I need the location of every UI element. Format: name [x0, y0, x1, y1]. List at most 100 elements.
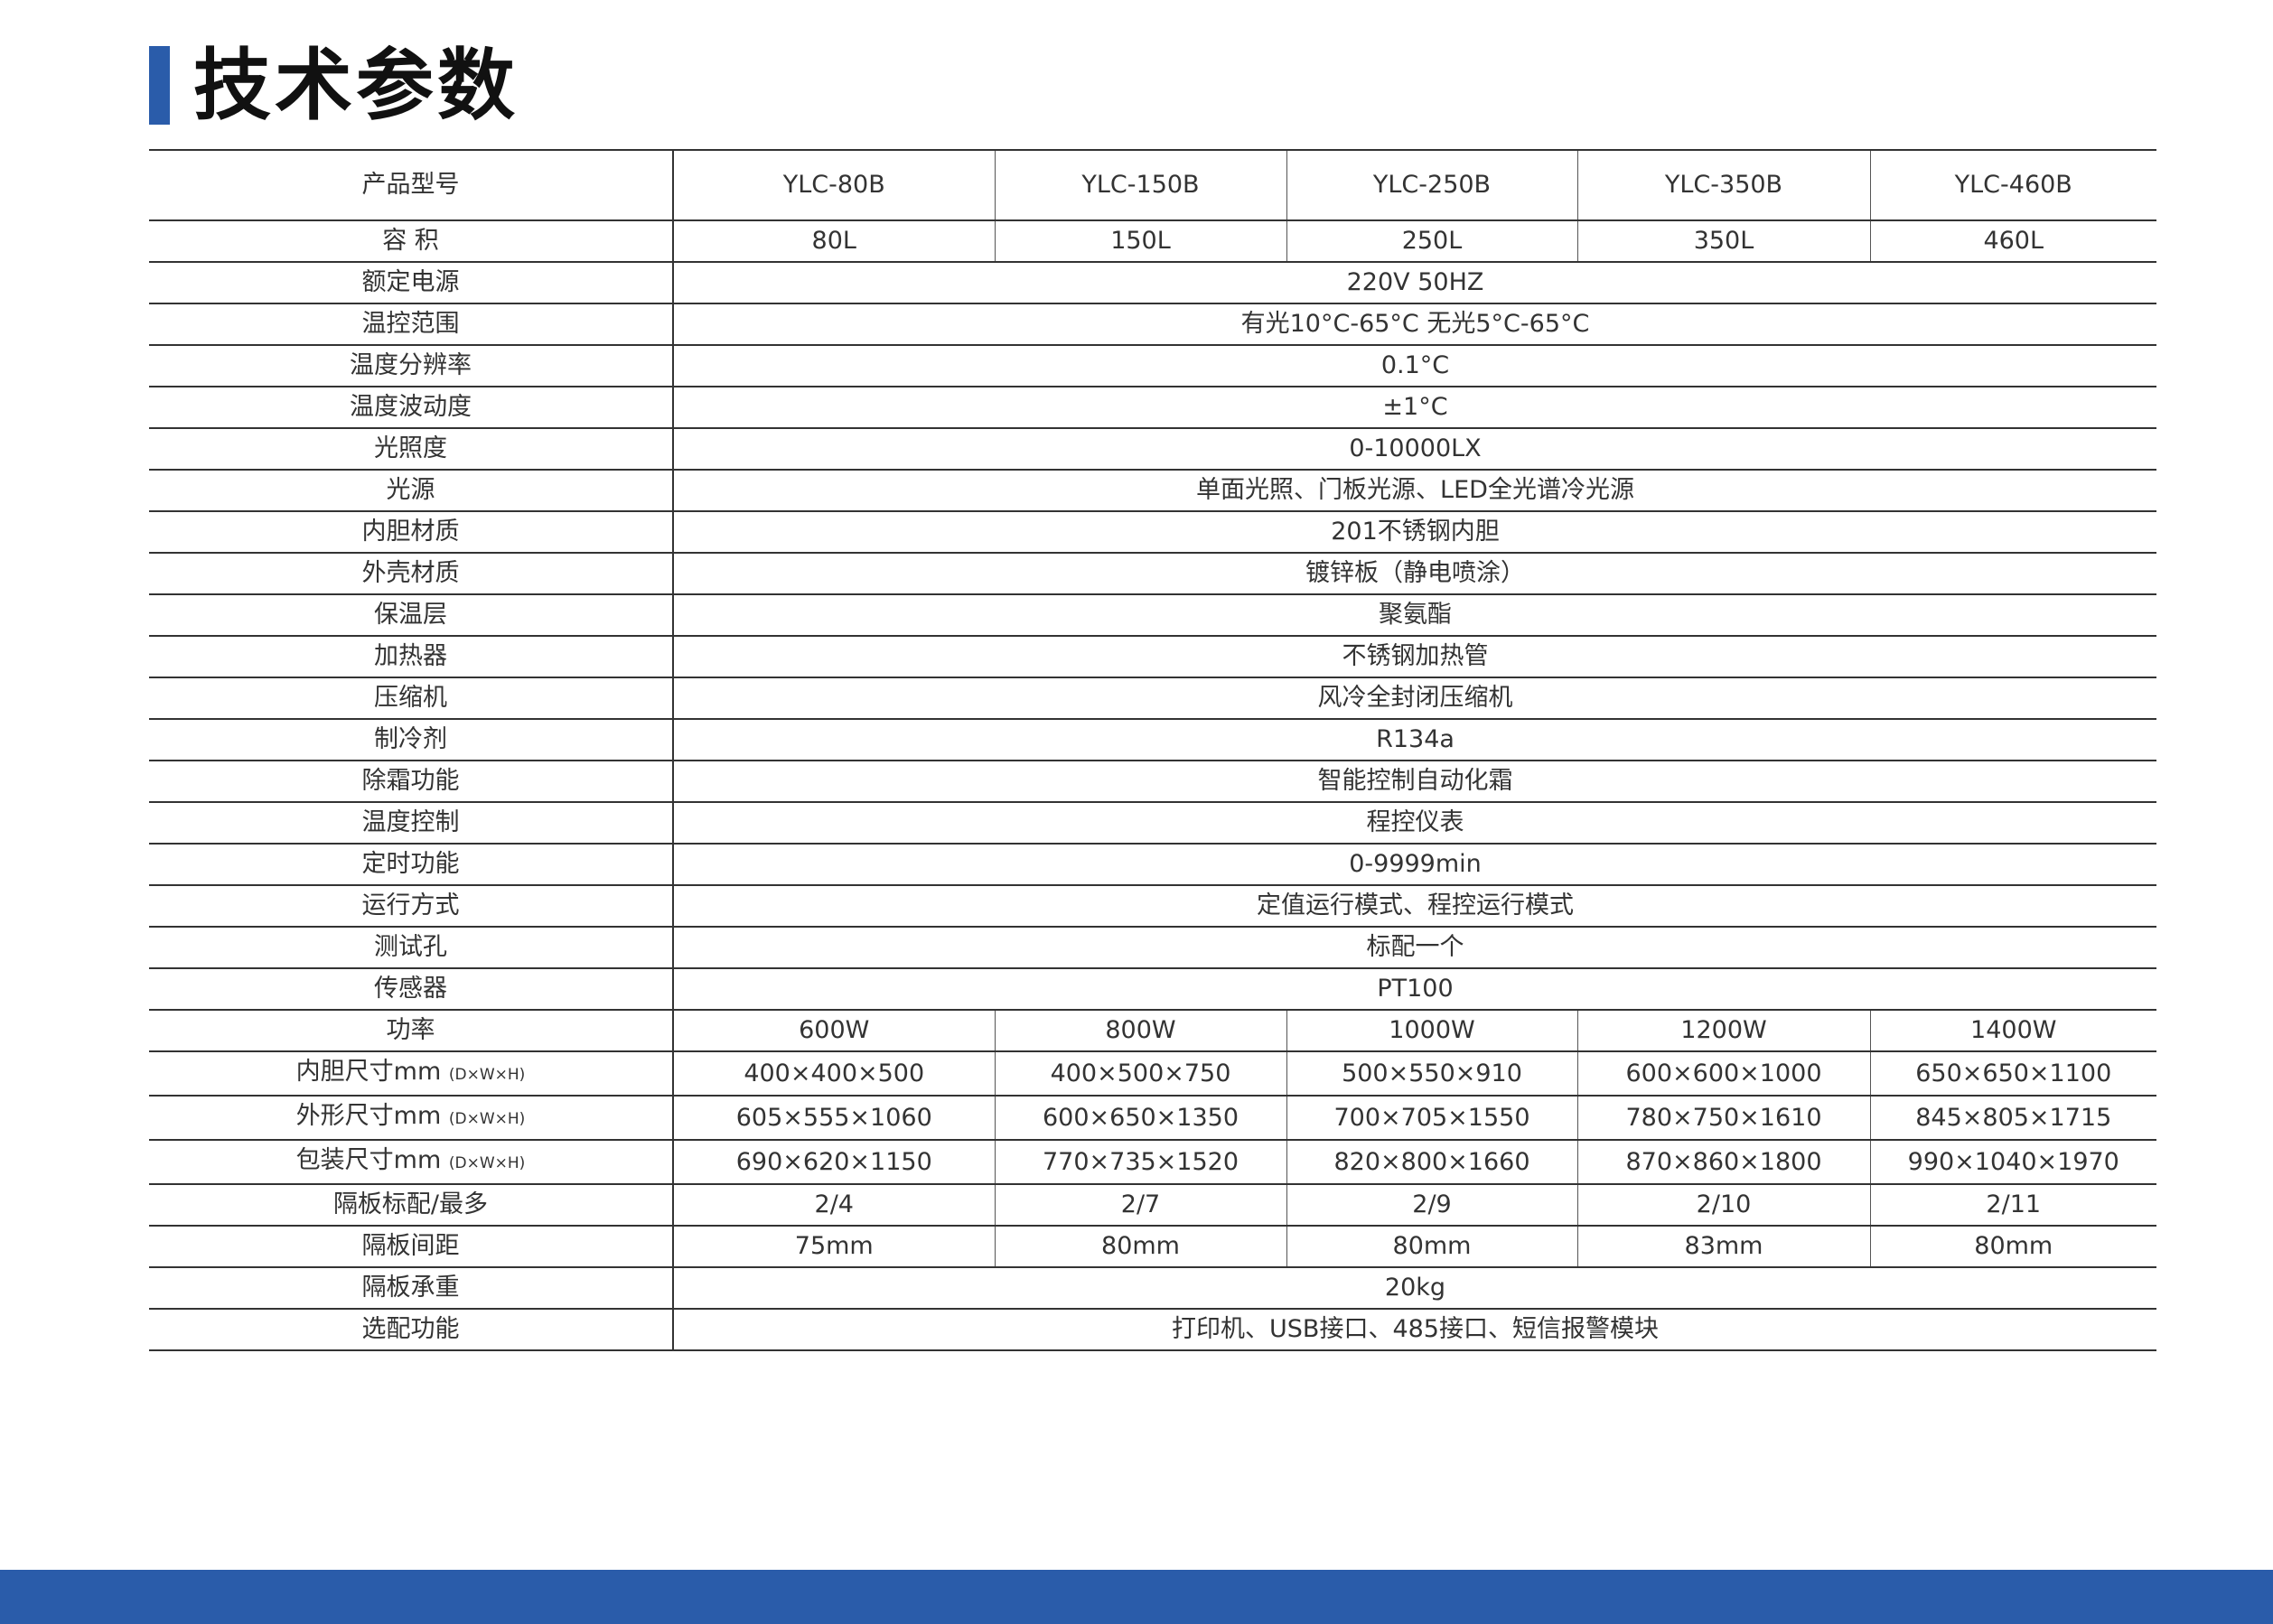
row-label-text: 传感器 — [374, 975, 447, 1003]
row-label: 温度波动度 — [149, 386, 674, 429]
row-label-text: 隔板承重 — [361, 1274, 460, 1302]
shared-value-cell: 程控仪表 — [673, 801, 2156, 845]
row-label: 温度分辨率 — [149, 344, 674, 387]
row-label-text: 内胆尺寸mm — [295, 1058, 442, 1086]
shared-value-cell-text: 定值运行模式、程控运行模式 — [1257, 891, 1574, 919]
model-header-cell: YLC-250B — [1286, 149, 1577, 221]
value-cell: 2/4 — [673, 1183, 995, 1227]
row-label: 内胆材质 — [149, 510, 674, 554]
value-cell-text: 2/9 — [1412, 1190, 1452, 1218]
value-cell-text: 605×555×1060 — [735, 1103, 932, 1132]
value-cell: 600×650×1350 — [994, 1095, 1286, 1141]
row-label: 选配功能 — [149, 1308, 674, 1351]
table-row: 内胆材质 201不锈钢内胆 — [149, 510, 2156, 554]
shared-value-cell-text: 不锈钢加热管 — [1342, 642, 1489, 670]
value-cell-text: 1000W — [1389, 1016, 1475, 1044]
shared-value-cell: 定值运行模式、程控运行模式 — [673, 884, 2156, 928]
table-row: 包装尺寸mm (D×W×H) 690×620×1150 770×735×1520 82… — [149, 1139, 2156, 1185]
value-cell-text: 845×805×1715 — [1915, 1103, 2112, 1132]
shared-value-cell-text: 0.1°C — [1380, 351, 1450, 379]
value-cell-text: 80mm — [1974, 1232, 2053, 1260]
row-label: 额定电源 — [149, 261, 674, 304]
table-row: 容 积 80L 150L 250L 350L 460L — [149, 219, 2156, 263]
shared-value-cell-text: 单面光照、门板光源、LED全光谱冷光源 — [1196, 476, 1634, 504]
row-label-text: 容 积 — [382, 227, 439, 255]
row-label-text: 测试孔 — [374, 933, 447, 961]
row-label-text: 除霜功能 — [361, 767, 460, 795]
dimension-order-note: (D×W×H) — [448, 1154, 526, 1172]
table-row: 制冷剂 R134a — [149, 718, 2156, 761]
table-row: 选配功能 打印机、USB接口、485接口、短信报警模块 — [149, 1308, 2156, 1351]
value-cell-text: 400×500×750 — [1050, 1059, 1231, 1087]
shared-value-cell-text: 0-9999min — [1349, 850, 1482, 878]
row-label-text: 温度分辨率 — [350, 351, 472, 379]
model-header-cell-text: YLC-460B — [1954, 171, 2072, 199]
value-cell: 1400W — [1869, 1009, 2156, 1052]
value-cell-text: 350L — [1693, 227, 1754, 255]
table-row: 光源 单面光照、门板光源、LED全光谱冷光源 — [149, 469, 2156, 512]
value-cell-text: 1200W — [1680, 1016, 1767, 1044]
value-cell: 605×555×1060 — [673, 1095, 995, 1141]
row-label: 压缩机 — [149, 677, 674, 720]
row-label: 外形尺寸mm (D×W×H) — [149, 1095, 674, 1141]
shared-value-cell: 201不锈钢内胆 — [673, 510, 2156, 554]
shared-value-cell: 0-10000LX — [673, 427, 2156, 471]
value-cell: 1200W — [1576, 1009, 1870, 1052]
row-label: 内胆尺寸mm (D×W×H) — [149, 1050, 674, 1097]
value-cell-text: 80mm — [1101, 1232, 1180, 1260]
value-cell: 460L — [1869, 219, 2156, 263]
shared-value-cell-text: PT100 — [1377, 975, 1454, 1003]
value-cell-text: 800W — [1105, 1016, 1176, 1044]
value-cell: 75mm — [673, 1225, 995, 1268]
row-label: 隔板间距 — [149, 1225, 674, 1268]
value-cell: 83mm — [1576, 1225, 1870, 1268]
value-cell-text: 600W — [799, 1016, 870, 1044]
value-cell-text: 770×735×1520 — [1042, 1147, 1239, 1176]
value-cell-text: 250L — [1401, 227, 1463, 255]
shared-value-cell: 聚氨酯 — [673, 593, 2156, 637]
shared-value-cell: 不锈钢加热管 — [673, 635, 2156, 678]
shared-value-cell-text: 打印机、USB接口、485接口、短信报警模块 — [1172, 1315, 1659, 1343]
value-cell: 2/9 — [1286, 1183, 1577, 1227]
value-cell-text: 2/7 — [1120, 1190, 1161, 1218]
row-label-text: 隔板间距 — [361, 1232, 460, 1260]
row-label: 测试孔 — [149, 926, 674, 969]
value-cell: 2/10 — [1576, 1183, 1870, 1227]
shared-value-cell-text: 聚氨酯 — [1379, 601, 1452, 629]
row-label-text: 温度控制 — [361, 808, 460, 836]
shared-value-cell: 220V 50HZ — [673, 261, 2156, 304]
value-cell: 80mm — [1286, 1225, 1577, 1268]
table-row: 定时功能 0-9999min — [149, 843, 2156, 886]
row-label: 功率 — [149, 1009, 674, 1052]
table-row: 内胆尺寸mm (D×W×H) 400×400×500 400×500×750 500×… — [149, 1050, 2156, 1097]
row-label-text: 光照度 — [374, 434, 447, 462]
row-label: 传感器 — [149, 967, 674, 1011]
value-cell: 845×805×1715 — [1869, 1095, 2156, 1141]
spec-table: 产品型号 YLC-80B YLC-150B YLC-250B YLC-350B YLC-4… — [149, 149, 2156, 1351]
row-label-text: 温控范围 — [361, 310, 460, 338]
row-label: 温控范围 — [149, 303, 674, 346]
table-row: 隔板标配/最多 2/4 2/7 2/9 2/10 2/11 — [149, 1183, 2156, 1227]
value-cell-text: 500×550×910 — [1342, 1059, 1522, 1087]
shared-value-cell: PT100 — [673, 967, 2156, 1011]
title-accent-bar — [149, 46, 170, 125]
shared-value-cell: 标配一个 — [673, 926, 2156, 969]
value-cell-text: 2/4 — [814, 1190, 854, 1218]
table-row: 隔板间距 75mm 80mm 80mm 83mm 80mm — [149, 1225, 2156, 1268]
shared-value-cell: 单面光照、门板光源、LED全光谱冷光源 — [673, 469, 2156, 512]
value-cell: 600×600×1000 — [1576, 1050, 1870, 1097]
value-cell: 80L — [673, 219, 995, 263]
value-cell: 150L — [994, 219, 1286, 263]
table-row: 除霜功能 智能控制自动化霜 — [149, 760, 2156, 803]
model-header-cell-text: YLC-150B — [1081, 171, 1200, 199]
shared-value-cell-text: 标配一个 — [1366, 933, 1464, 961]
footer-bar — [0, 1570, 2273, 1624]
shared-value-cell-text: 20kg — [1384, 1274, 1446, 1302]
row-label-text: 制冷剂 — [374, 725, 447, 753]
row-label-text: 加热器 — [374, 642, 447, 670]
value-cell-text: 2/11 — [1986, 1190, 2042, 1218]
value-cell: 870×860×1800 — [1576, 1139, 1870, 1185]
table-row: 温度波动度 ±1°C — [149, 386, 2156, 429]
value-cell-text: 83mm — [1684, 1232, 1763, 1260]
row-label: 光源 — [149, 469, 674, 512]
